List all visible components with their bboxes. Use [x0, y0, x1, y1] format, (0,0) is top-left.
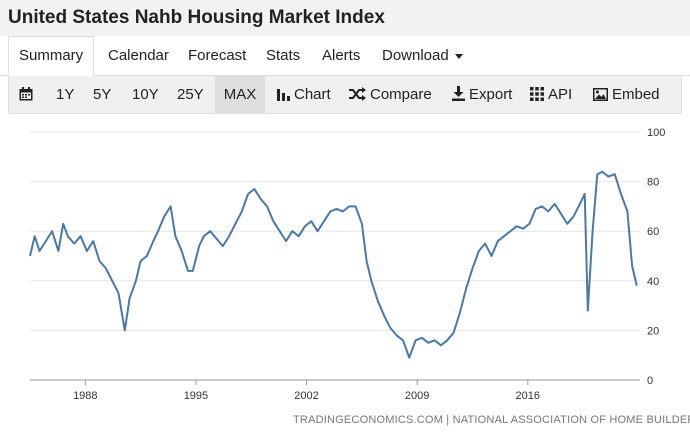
x-tick-label: 1995	[184, 390, 208, 402]
embed-button-label: Embed	[612, 86, 660, 103]
bar-chart-icon	[277, 89, 290, 101]
chart-toolbar: 1Y 5Y 10Y 25Y MAX Chart Compare Export A…	[8, 76, 682, 114]
x-axis-ticks: 1988 1995 2002 2009 2016	[73, 380, 540, 402]
grid-icon	[530, 87, 544, 101]
api-button[interactable]: API	[530, 76, 572, 113]
download-label: Download	[382, 47, 449, 64]
tab-forecast[interactable]: Forecast	[188, 47, 247, 64]
shuffle-icon	[349, 87, 366, 101]
range-max-button[interactable]: MAX	[215, 76, 265, 113]
source-credit: TRADINGECONOMICS.COM | NATIONAL ASSOCIAT…	[293, 414, 690, 426]
compare-button[interactable]: Compare	[349, 76, 432, 113]
y-tick-label: 100	[647, 127, 665, 139]
range-25y-button[interactable]: 25Y	[177, 86, 204, 103]
chart-button[interactable]: Chart	[277, 76, 331, 113]
x-tick-label: 2009	[405, 390, 429, 402]
chart-area: 0 20 40 60 80 100 1988 1995 2002 2009 2016	[0, 114, 690, 435]
y-axis-ticks: 0 20 40 60 80 100	[647, 127, 665, 387]
line-chart: 0 20 40 60 80 100 1988 1995 2002 2009 2016	[29, 127, 665, 402]
x-tick-label: 1988	[73, 390, 97, 402]
tab-stats[interactable]: Stats	[266, 47, 301, 64]
tab-alerts[interactable]: Alerts	[322, 47, 361, 64]
x-tick-label: 2016	[516, 390, 540, 402]
calendar-icon[interactable]	[19, 76, 37, 113]
tab-download[interactable]: Download	[382, 36, 463, 76]
y-tick-label: 80	[647, 177, 659, 189]
export-button-label: Export	[469, 86, 513, 103]
export-button[interactable]: Export	[452, 76, 512, 113]
tab-bar: Summary Calendar Forecast Stats Alerts D…	[0, 36, 690, 76]
y-tick-label: 20	[647, 325, 659, 337]
chart-button-label: Chart	[294, 86, 331, 103]
compare-button-label: Compare	[370, 86, 432, 103]
tab-calendar[interactable]: Calendar	[108, 47, 169, 64]
range-1y-button[interactable]: 1Y	[56, 86, 75, 103]
x-tick-label: 2002	[294, 390, 318, 402]
caret-down-icon	[454, 53, 463, 59]
api-button-label: API	[548, 86, 573, 103]
tab-summary[interactable]: Summary	[8, 36, 95, 76]
download-icon	[452, 86, 465, 101]
page-title: United States Nahb Housing Market Index	[0, 0, 690, 36]
image-icon	[593, 88, 608, 101]
y-tick-label: 60	[647, 226, 659, 238]
series-line	[29, 170, 638, 359]
range-5y-button[interactable]: 5Y	[93, 86, 112, 103]
series-layer	[29, 170, 638, 359]
range-10y-button[interactable]: 10Y	[132, 86, 159, 103]
y-tick-label: 0	[647, 375, 653, 387]
embed-button[interactable]: Embed	[593, 76, 660, 113]
grid-lines	[30, 131, 640, 381]
y-tick-label: 40	[647, 276, 659, 288]
